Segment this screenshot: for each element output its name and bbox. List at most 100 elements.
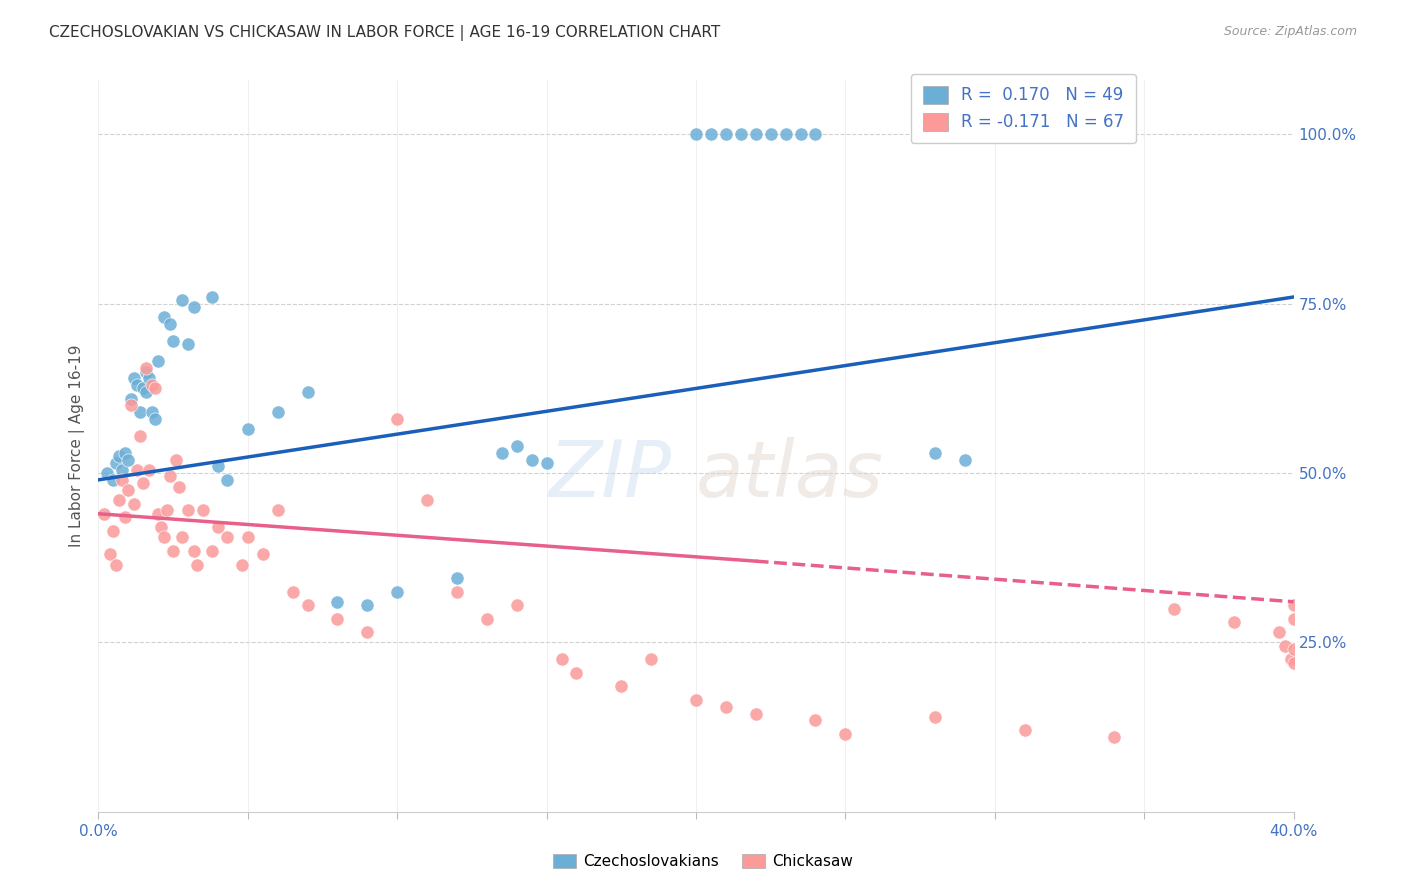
Point xyxy=(117,483,139,497)
Point xyxy=(924,710,946,724)
Text: CZECHOSLOVAKIAN VS CHICKASAW IN LABOR FORCE | AGE 16-19 CORRELATION CHART: CZECHOSLOVAKIAN VS CHICKASAW IN LABOR FO… xyxy=(49,25,720,41)
Text: Source: ZipAtlas.com: Source: ZipAtlas.com xyxy=(1223,25,1357,38)
Point xyxy=(120,392,142,406)
Point xyxy=(201,544,224,558)
Point xyxy=(267,405,290,419)
Point xyxy=(215,473,238,487)
Point xyxy=(162,334,184,348)
Point xyxy=(150,520,173,534)
Point xyxy=(789,128,811,142)
Point xyxy=(201,290,224,304)
Point xyxy=(356,598,378,612)
Point xyxy=(610,680,633,694)
Point xyxy=(172,293,194,308)
Text: ZIP: ZIP xyxy=(550,437,672,513)
Point xyxy=(207,520,229,534)
Point xyxy=(231,558,253,572)
Point xyxy=(93,507,115,521)
Point xyxy=(103,473,125,487)
Point xyxy=(191,503,214,517)
Point xyxy=(446,584,468,599)
Point xyxy=(236,422,259,436)
Point xyxy=(685,128,707,142)
Point xyxy=(326,612,349,626)
Point xyxy=(1223,615,1246,629)
Point xyxy=(520,452,543,467)
Point xyxy=(111,473,134,487)
Point xyxy=(326,595,349,609)
Point xyxy=(124,371,146,385)
Y-axis label: In Labor Force | Age 16-19: In Labor Force | Age 16-19 xyxy=(69,344,84,548)
Point xyxy=(252,547,274,561)
Point xyxy=(550,652,572,666)
Point xyxy=(148,354,170,368)
Point xyxy=(111,463,134,477)
Point xyxy=(127,463,149,477)
Point xyxy=(124,497,146,511)
Point xyxy=(120,398,142,412)
Point xyxy=(207,459,229,474)
Point xyxy=(1282,598,1305,612)
Point xyxy=(141,378,163,392)
Point xyxy=(143,412,166,426)
Point xyxy=(165,452,187,467)
Point xyxy=(416,493,439,508)
Point xyxy=(475,612,498,626)
Point xyxy=(953,452,976,467)
Point xyxy=(745,128,768,142)
Point xyxy=(96,466,118,480)
Point xyxy=(162,544,184,558)
Legend: Czechoslovakians, Chickasaw: Czechoslovakians, Chickasaw xyxy=(547,848,859,875)
Point xyxy=(506,439,529,453)
Point xyxy=(1282,656,1305,670)
Point xyxy=(141,405,163,419)
Point xyxy=(1014,723,1036,738)
Point xyxy=(385,584,409,599)
Point xyxy=(236,530,259,544)
Point xyxy=(834,727,856,741)
Point xyxy=(1274,639,1296,653)
Point xyxy=(129,429,152,443)
Point xyxy=(565,665,588,680)
Point xyxy=(138,463,160,477)
Point xyxy=(1279,652,1302,666)
Point xyxy=(924,446,946,460)
Legend: R =  0.170   N = 49, R = -0.171   N = 67: R = 0.170 N = 49, R = -0.171 N = 67 xyxy=(911,74,1136,143)
Point xyxy=(183,300,205,314)
Point xyxy=(536,456,558,470)
Point xyxy=(714,699,737,714)
Point xyxy=(385,412,409,426)
Point xyxy=(159,317,181,331)
Point xyxy=(117,452,139,467)
Point xyxy=(183,544,205,558)
Point xyxy=(172,530,194,544)
Point xyxy=(129,405,152,419)
Point xyxy=(700,128,723,142)
Point xyxy=(714,128,737,142)
Point xyxy=(356,625,378,640)
Point xyxy=(127,378,149,392)
Point xyxy=(135,384,157,399)
Text: atlas: atlas xyxy=(696,437,884,513)
Point xyxy=(148,507,170,521)
Point xyxy=(156,503,179,517)
Point xyxy=(281,584,304,599)
Point xyxy=(446,571,468,585)
Point xyxy=(177,337,200,351)
Point xyxy=(215,530,238,544)
Point xyxy=(297,384,319,399)
Point xyxy=(103,524,125,538)
Point xyxy=(108,449,131,463)
Point xyxy=(640,652,662,666)
Point xyxy=(804,128,827,142)
Point xyxy=(114,510,136,524)
Point xyxy=(1163,601,1185,615)
Point xyxy=(132,381,155,395)
Point xyxy=(1267,625,1289,640)
Point xyxy=(804,714,827,728)
Point xyxy=(105,558,128,572)
Point xyxy=(745,706,768,721)
Point xyxy=(153,530,176,544)
Point xyxy=(685,693,707,707)
Point xyxy=(775,128,797,142)
